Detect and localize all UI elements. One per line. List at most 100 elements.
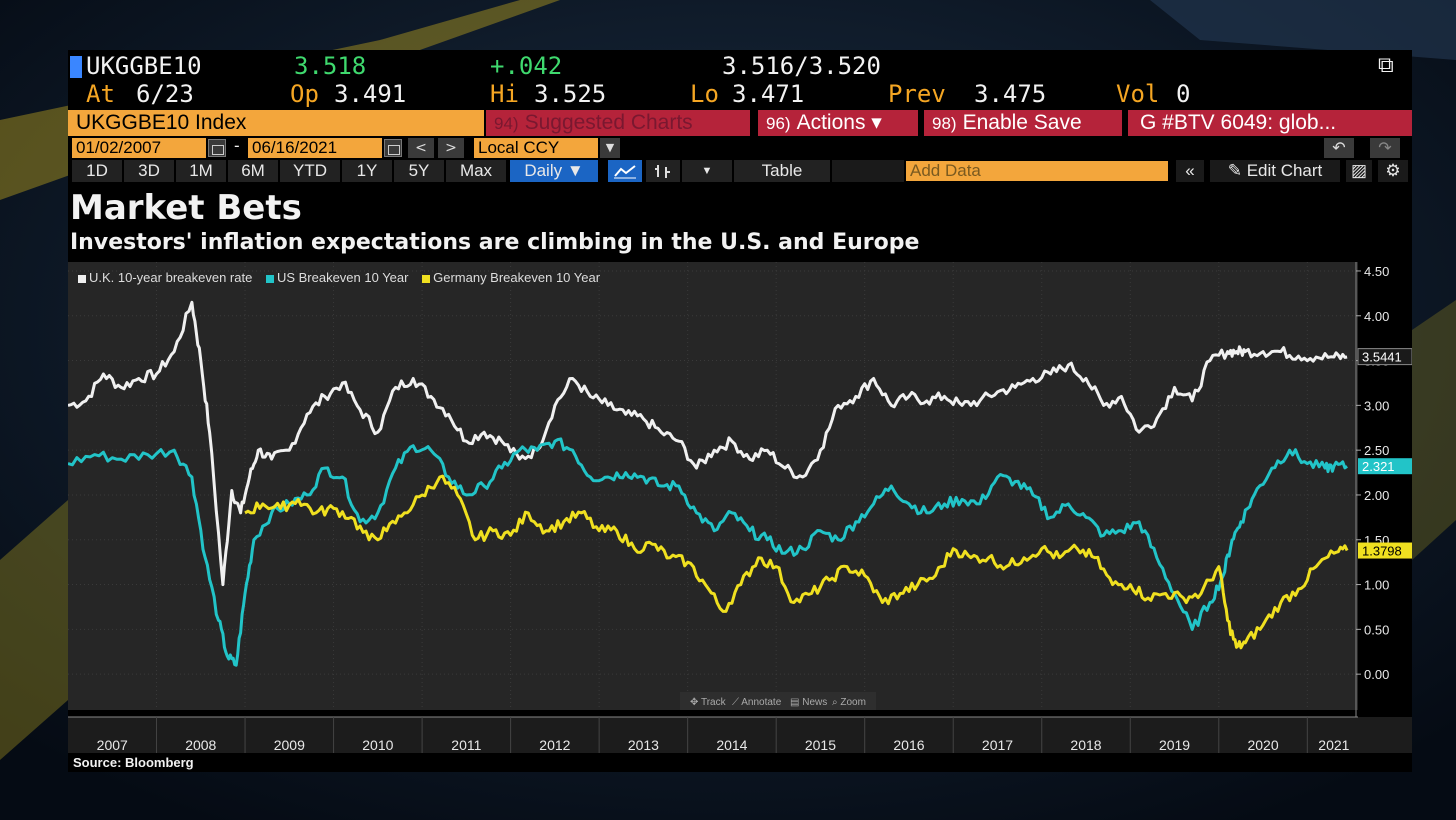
annotate-icon: ⟋	[732, 697, 741, 708]
news-tool[interactable]: ▤ News	[790, 697, 827, 708]
gear-icon[interactable]: ⚙	[1378, 160, 1408, 182]
series-line-1	[68, 437, 1348, 667]
table-button[interactable]: Table	[734, 160, 830, 182]
end-value-label-2: 1.3798	[1362, 544, 1402, 559]
annotate-tool[interactable]: ⟋ Annotate	[732, 697, 782, 708]
suggested-charts-button[interactable]: 94) Suggested Charts	[486, 110, 750, 136]
legend-swatch-germany	[422, 274, 431, 283]
end-value-label-0: 3.5441	[1362, 350, 1402, 365]
x-tick-label: 2021	[1318, 737, 1349, 753]
period-max[interactable]: Max	[446, 160, 506, 182]
redo-icon[interactable]: ↷	[1370, 138, 1400, 158]
date-range-bar: 01/02/2007 - 06/16/2021 < > Local CCY ▼ …	[68, 136, 1412, 158]
action-bar: UKGGBE10 Index 94) Suggested Charts 96) Ac…	[68, 110, 1412, 136]
spacer-button	[832, 160, 904, 182]
legend-label-uk: U.K. 10-year breakeven rate	[89, 270, 253, 285]
x-tick-label: 2007	[97, 737, 128, 753]
period-1m[interactable]: 1M	[176, 160, 226, 182]
period-1y[interactable]: 1Y	[342, 160, 392, 182]
y-tick-label: 2.50	[1364, 443, 1389, 458]
edit-chart-button[interactable]: ✎ Edit Chart	[1210, 160, 1340, 182]
next-period-button[interactable]: >	[438, 138, 464, 158]
period-ytd[interactable]: YTD	[280, 160, 340, 182]
legend-item-germany: Germany Breakeven 10 Year	[422, 270, 600, 285]
currency-dropdown-icon[interactable]: ▼	[600, 138, 620, 158]
ticker-flag-icon	[70, 56, 82, 78]
undo-icon[interactable]: ↶	[1324, 138, 1354, 158]
previous-period-button[interactable]: <	[408, 138, 434, 158]
x-tick-label: 2015	[805, 737, 836, 753]
date-separator: -	[232, 136, 242, 155]
plot-area	[68, 262, 1358, 710]
chart-title: Market Bets	[70, 188, 302, 228]
y-tick-label: 4.00	[1364, 309, 1389, 324]
legend-item-us: US Breakeven 10 Year	[265, 270, 409, 285]
collapse-icon[interactable]: «	[1176, 160, 1204, 182]
add-data-field[interactable]: Add Data	[906, 161, 1168, 181]
chart-legend: U.K. 10-year breakeven rate US Breakeven…	[78, 270, 610, 285]
bar-chart-icon[interactable]	[646, 160, 680, 182]
end-value-label-1: 2.321	[1362, 459, 1395, 474]
x-tick-label: 2020	[1247, 737, 1278, 753]
last-price: 3.518	[294, 52, 367, 80]
x-tick-label: 2011	[451, 737, 481, 753]
period-bar: 1D 3D 1M 6M YTD 1Y 5Y Max Daily ▼ ▼ Tabl…	[68, 160, 1412, 182]
line-chart-icon[interactable]	[608, 160, 642, 182]
track-icon: ✥	[690, 697, 701, 708]
suggested-charts-label: Suggested Charts	[524, 111, 693, 134]
chart-subtitle: Investors' inflation expectations are cl…	[70, 230, 920, 255]
start-date-field[interactable]: 01/02/2007	[72, 138, 206, 158]
y-tick-label: 3.00	[1364, 398, 1389, 413]
net-change: +.042	[490, 52, 563, 80]
period-5y[interactable]: 5Y	[394, 160, 444, 182]
x-tick-label: 2010	[362, 737, 393, 753]
actions-label: Actions ▾	[796, 111, 882, 134]
enable-save-label: Enable Save	[962, 111, 1082, 134]
x-tick-label: 2017	[982, 737, 1013, 753]
vol-value: 0	[1176, 80, 1191, 108]
low-value: 3.471	[732, 80, 805, 108]
zoom-icon: ⌕	[832, 697, 840, 708]
start-calendar-icon[interactable]	[208, 139, 226, 157]
legend-label-germany: Germany Breakeven 10 Year	[433, 270, 601, 285]
popout-icon[interactable]: ⧉	[1378, 53, 1394, 78]
security-field[interactable]: UKGGBE10 Index	[68, 110, 484, 136]
enable-save-number: 98)	[932, 114, 957, 133]
period-6m[interactable]: 6M	[228, 160, 278, 182]
prev-label: Prev	[888, 80, 946, 108]
btv-function-button[interactable]: G #BTV 6049: glob...	[1128, 110, 1412, 136]
quote-row-2: At 6/23 Op 3.491 Hi 3.525 Lo 3.471 Prev …	[68, 80, 1412, 108]
period-1d[interactable]: 1D	[72, 160, 122, 182]
high-label: Hi	[490, 80, 519, 108]
series-line-2	[244, 474, 1349, 650]
end-label-box-2	[1358, 542, 1412, 559]
enable-save-button[interactable]: 98) Enable Save	[924, 110, 1122, 136]
bloomberg-terminal: UKGGBE10 3.518 +.042 3.516/3.520 ⧉ At 6/…	[68, 50, 1412, 772]
low-label: Lo	[690, 80, 719, 108]
source-note: Source: Bloomberg	[73, 755, 194, 770]
line-chart[interactable]: 2007 2008 2009 2010 2011 2012 2013 2014 2015 2016…	[68, 262, 1412, 772]
prev-value: 3.475	[974, 80, 1047, 108]
currency-select[interactable]: Local CCY	[474, 138, 598, 158]
end-calendar-icon[interactable]	[384, 139, 402, 157]
x-tick-label: 2008	[185, 737, 216, 753]
end-date-field[interactable]: 06/16/2021	[248, 138, 382, 158]
x-tick-label: 2014	[716, 737, 747, 753]
track-tool[interactable]: ✥ Track	[690, 697, 727, 708]
suggested-charts-number: 94)	[494, 114, 519, 133]
legend-label-us: US Breakeven 10 Year	[276, 270, 409, 285]
legend-swatch-uk	[78, 274, 86, 283]
chart-settings-icon[interactable]: ▨	[1346, 160, 1372, 182]
x-axis-band	[68, 717, 1412, 753]
x-tick-label: 2012	[539, 737, 570, 753]
actions-menu-button[interactable]: 96) Actions ▾	[758, 110, 918, 136]
chart-type-dropdown-icon[interactable]: ▼	[682, 160, 732, 182]
zoom-tool[interactable]: ⌕ Zoom	[832, 697, 866, 708]
frequency-select[interactable]: Daily ▼	[510, 160, 598, 182]
period-3d[interactable]: 3D	[124, 160, 174, 182]
vol-label: Vol	[1116, 80, 1160, 108]
ticker-symbol: UKGGBE10	[86, 52, 202, 80]
high-value: 3.525	[534, 80, 607, 108]
x-tick-label: 2018	[1070, 737, 1101, 753]
x-tick-label: 2019	[1159, 737, 1190, 753]
